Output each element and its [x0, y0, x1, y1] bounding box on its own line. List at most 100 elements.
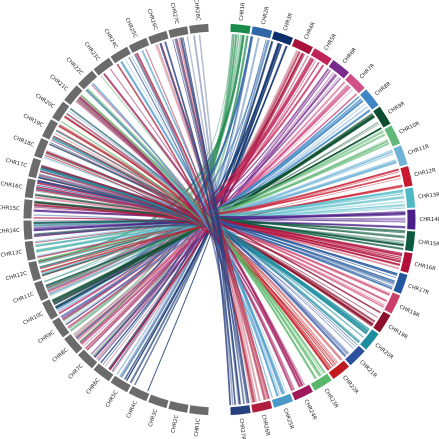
segment-chr14r	[407, 209, 416, 230]
segment-chr21c	[64, 85, 83, 105]
segment-chr16r	[400, 252, 413, 273]
segment-chr4r	[291, 38, 313, 55]
label-chr24c: CHR24C	[102, 28, 119, 50]
segment-chr13c	[24, 240, 36, 261]
label-chr23r: CHR23R	[323, 388, 340, 410]
label-chr25r: CHR25R	[282, 408, 295, 431]
label-chr19c: CHR19C	[22, 113, 44, 129]
segment-chr26r	[251, 400, 273, 413]
label-chr20r: CHR20R	[373, 343, 394, 361]
segment-chr23r	[310, 373, 332, 391]
segment-chr9r	[373, 106, 391, 128]
label-chr7c: CHR7C	[68, 363, 85, 381]
ribbon-chr27r	[133, 53, 237, 405]
ribbon-chr22r	[46, 151, 336, 366]
label-chr4c: CHR4C	[126, 400, 139, 420]
segment-chr19r	[373, 311, 391, 333]
label-chr12r: CHR12R	[414, 168, 437, 179]
label-chr14r: CHR14R	[420, 217, 439, 223]
segment-chr12r	[400, 166, 413, 187]
segment-chr4c	[128, 386, 150, 402]
ribbon-chr23r	[69, 107, 322, 376]
label-chr23c: CHR23C	[83, 41, 101, 62]
label-chr8r: CHR8R	[374, 81, 392, 97]
segment-chr20r	[360, 329, 379, 350]
label-chr27c: CHR27C	[169, 2, 180, 25]
label-chr6r: CHR6R	[342, 47, 358, 65]
label-chr21c: CHR21C	[48, 74, 69, 93]
segment-chr10c	[42, 299, 58, 320]
segment-chr25c	[128, 37, 150, 53]
segment-chr1c	[189, 405, 209, 416]
segment-ring	[23, 23, 416, 416]
ribbon-chr22r	[54, 132, 339, 364]
label-chr10c: CHR10C	[22, 311, 44, 327]
ribbon-chr27r	[180, 37, 250, 404]
segment-chr8r	[360, 89, 379, 110]
label-chr5r: CHR5R	[323, 33, 338, 52]
segment-chr15r	[404, 231, 416, 252]
segment-chr27c	[168, 26, 189, 39]
ribbon-chr27r	[174, 38, 242, 405]
label-chr21r: CHR21R	[358, 359, 378, 379]
label-chr3r: CHR3R	[283, 12, 295, 32]
label-chr26r: CHR26R	[260, 414, 271, 437]
segment-chr2c	[168, 400, 189, 413]
ribbon-chr13r	[33, 189, 404, 227]
segment-chr1r	[230, 23, 251, 34]
ribbon-chr27r	[198, 34, 240, 405]
label-chr2r: CHR2R	[261, 6, 271, 26]
label-chr10r: CHR10R	[399, 121, 422, 136]
label-chr11c: CHR11C	[13, 291, 36, 305]
ribbon-chr25r	[92, 82, 279, 397]
ribbon-chr1r	[38, 34, 245, 263]
segment-chr11r	[393, 145, 408, 167]
segment-chr22r	[328, 360, 350, 380]
segment-chr24r	[291, 384, 313, 401]
segment-chr5c	[110, 375, 131, 393]
label-chr13c: CHR13C	[0, 249, 23, 259]
label-chr22r: CHR22R	[341, 375, 359, 396]
ribbon-chr27r	[128, 56, 248, 404]
label-chr9c: CHR9C	[37, 330, 56, 345]
segment-chr26c	[148, 30, 169, 45]
label-chr1c: CHR1C	[194, 418, 202, 437]
label-chr6c: CHR6C	[86, 377, 102, 396]
ribbon-chr14r	[33, 206, 406, 217]
segment-chr22c	[78, 70, 98, 90]
label-chr9r: CHR9R	[387, 101, 406, 116]
segment-chr7r	[345, 73, 365, 94]
label-chr4r: CHR4R	[304, 21, 317, 40]
segment-chr13r	[404, 187, 416, 208]
label-chr13r: CHR13R	[418, 192, 439, 200]
segment-chr2r	[251, 26, 273, 39]
segment-chr20c	[52, 101, 70, 122]
segment-chr3r	[271, 31, 294, 46]
segment-chr5r	[310, 48, 332, 66]
label-chr16c: CHR16C	[0, 181, 23, 191]
label-chr24r: CHR24R	[303, 399, 318, 422]
label-chr12c: CHR12C	[5, 271, 28, 283]
segment-chr25r	[271, 393, 294, 408]
segment-chr7c	[78, 349, 98, 369]
segment-chr11c	[34, 280, 49, 301]
label-chr5c: CHR5C	[105, 389, 120, 408]
label-chr3c: CHR3C	[148, 408, 160, 428]
segment-chr9c	[52, 317, 70, 338]
ribbon-chr25r	[124, 58, 288, 393]
ribbon-chr22r	[44, 154, 337, 366]
label-chr19r: CHR19R	[387, 324, 409, 341]
segment-chr17r	[393, 272, 408, 294]
label-chr20c: CHR20C	[34, 93, 56, 110]
segment-chr24c	[110, 46, 131, 64]
segment-chr10r	[384, 125, 401, 147]
segment-chr18r	[384, 292, 401, 314]
label-chr8c: CHR8C	[52, 347, 70, 364]
label-chr18r: CHR18R	[398, 304, 421, 319]
segment-chr23c	[93, 57, 114, 76]
label-chr1r: CHR1R	[239, 2, 247, 21]
segment-chr16c	[24, 178, 36, 199]
label-chr22c: CHR22C	[65, 57, 85, 77]
